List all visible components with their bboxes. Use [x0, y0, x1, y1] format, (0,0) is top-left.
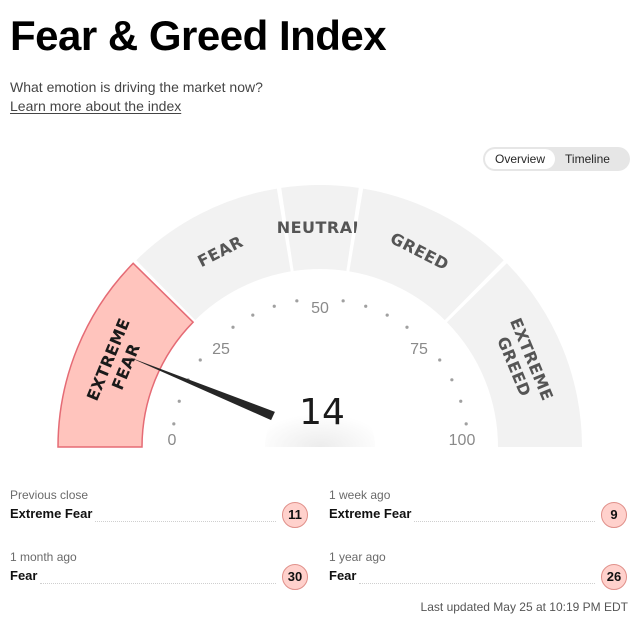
gauge-tick-label: 25 — [212, 341, 230, 358]
gauge-tick-dot — [172, 422, 176, 426]
timeline-toggle-button[interactable]: Timeline — [565, 152, 610, 166]
stat-score-badge: 9 — [601, 502, 627, 528]
stat-score-badge: 30 — [282, 564, 308, 590]
gauge-tick-dot — [251, 313, 255, 317]
gauge-score: 14 — [299, 392, 345, 433]
gauge-tick-label: 100 — [449, 432, 476, 449]
last-updated-text: Last updated May 25 at 10:19 PM EDT — [420, 600, 628, 614]
gauge-tick-label: 0 — [168, 432, 177, 449]
stat-value: Fear — [10, 568, 38, 583]
stat-divider — [40, 583, 276, 584]
gauge-tick-dot — [231, 325, 235, 329]
stat-1-month-ago: 1 month ago Fear 30 — [10, 550, 308, 598]
overview-toggle-button[interactable]: Overview — [485, 149, 556, 169]
stat-divider — [359, 583, 595, 584]
gauge-segment-extreme-greed — [446, 263, 582, 447]
gauge-tick-label: 75 — [410, 341, 428, 358]
gauge-segment-label-line: NEUTRAL — [277, 218, 364, 237]
gauge-tick-label: 50 — [311, 300, 329, 317]
gauge-segment-extreme-fear — [57, 262, 195, 448]
stat-1-week-ago: 1 week ago Extreme Fear 9 — [329, 488, 627, 536]
stat-label: Previous close — [10, 488, 89, 502]
gauge-segment-neutral-label: NEUTRAL — [277, 218, 364, 237]
stat-label: 1 year ago — [329, 550, 386, 564]
gauge-tick-dot — [295, 299, 299, 303]
gauge-tick-dot — [385, 313, 389, 317]
gauge-tick-dot — [198, 358, 202, 362]
stat-previous-close: Previous close Extreme Fear 11 — [10, 488, 308, 536]
learn-more-link[interactable]: Learn more about the index — [10, 98, 182, 114]
stat-label: 1 week ago — [329, 488, 391, 502]
stat-label: 1 month ago — [10, 550, 77, 564]
gauge-tick-dot — [464, 422, 468, 426]
stat-divider — [95, 521, 276, 522]
view-toggle: Overview Timeline — [483, 147, 630, 171]
gauge-inner-area — [143, 270, 497, 447]
stat-score-badge: 26 — [601, 564, 627, 590]
gauge-tick-dot — [364, 304, 368, 308]
gauge-tick-dot — [450, 378, 454, 382]
stat-1-year-ago: 1 year ago Fear 26 — [329, 550, 627, 598]
stat-divider — [414, 521, 595, 522]
gauge-tick-dot — [438, 358, 442, 362]
gauge-segment-fear — [136, 188, 291, 321]
gauge-needle — [128, 356, 275, 421]
gauge-tick-dot — [341, 299, 345, 303]
gauge-score-background — [265, 392, 375, 447]
stat-value: Extreme Fear — [10, 506, 93, 521]
gauge-tick-dot — [272, 304, 276, 308]
stat-value: Fear — [329, 568, 357, 583]
fear-greed-gauge: EXTREMEFEARFEARNEUTRALGREEDEXTREMEGREED0… — [57, 185, 582, 449]
page-title: Fear & Greed Index — [10, 12, 387, 59]
gauge-tick-dot — [459, 399, 463, 403]
gauge-segment-greed — [349, 188, 504, 321]
stat-score-badge: 11 — [282, 502, 308, 528]
gauge-segment-neutral — [281, 185, 359, 271]
gauge-tick-dot — [405, 325, 409, 329]
page-subtitle: What emotion is driving the market now? — [10, 79, 263, 95]
stat-value: Extreme Fear — [329, 506, 412, 521]
gauge-tick-dot — [177, 399, 181, 403]
